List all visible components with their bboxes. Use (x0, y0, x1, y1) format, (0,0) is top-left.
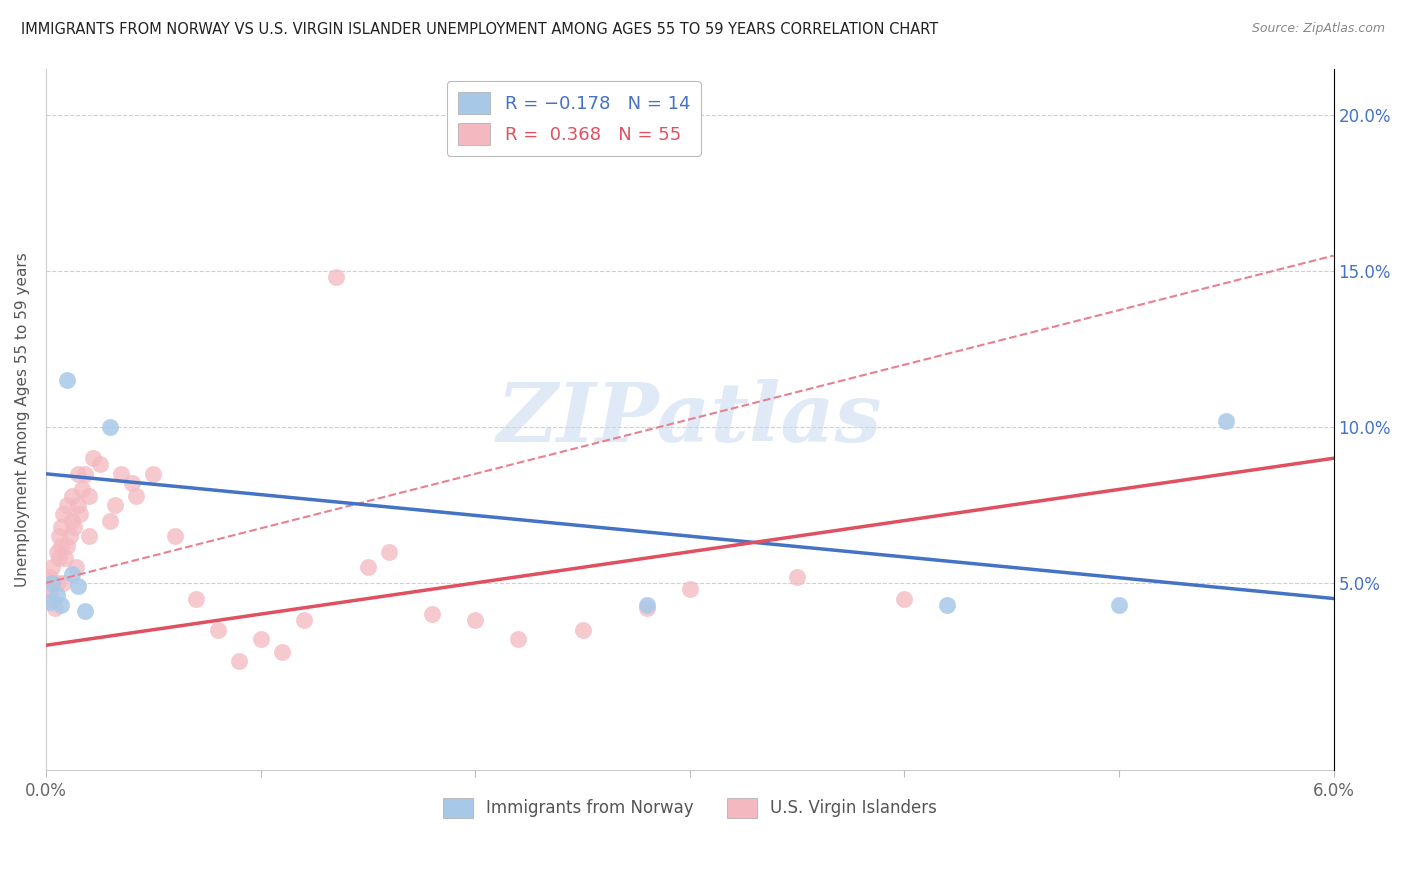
Point (77, 529, 100, 543)
Point (67, 579, 90, 593)
Point (45, 545, 67, 559)
Point (39, 594, 62, 608)
Point (98, 420, 121, 434)
Point (58, 529, 80, 543)
Point (121, 476, 143, 491)
Point (163, 529, 186, 543)
Point (1108, 598, 1130, 612)
Point (63, 520, 86, 534)
Point (39, 582, 62, 597)
Point (679, 582, 702, 597)
Point (60, 489, 83, 503)
Point (67, 467, 90, 481)
Point (48, 551, 70, 566)
Point (636, 598, 658, 612)
Point (56, 539, 79, 553)
Point (77, 489, 100, 503)
Point (1215, 414, 1237, 428)
Point (271, 644, 294, 658)
Point (636, 600, 658, 615)
Point (41, 576, 63, 591)
Point (357, 560, 380, 574)
Text: Source: ZipAtlas.com: Source: ZipAtlas.com (1251, 22, 1385, 36)
Point (53, 551, 76, 566)
Point (82, 451, 104, 466)
Point (45, 576, 67, 591)
Point (104, 498, 127, 512)
Point (44, 600, 66, 615)
Point (49, 539, 72, 553)
Point (49, 520, 72, 534)
Point (207, 623, 229, 637)
Point (508, 632, 530, 646)
Point (142, 467, 165, 481)
Point (69, 508, 91, 522)
Point (73, 467, 96, 481)
Point (228, 654, 250, 668)
Point (72, 483, 94, 497)
Point (571, 118, 593, 132)
Point (292, 613, 315, 627)
Point (786, 570, 808, 584)
Text: ZIPatlas: ZIPatlas (498, 379, 883, 459)
Point (110, 467, 132, 481)
Point (893, 591, 915, 606)
Point (39, 570, 62, 584)
Point (125, 489, 148, 503)
Point (420, 607, 443, 621)
Y-axis label: Unemployment Among Ages 55 to 59 years: Unemployment Among Ages 55 to 59 years (15, 252, 30, 587)
Point (60, 514, 83, 528)
Legend: Immigrants from Norway, U.S. Virgin Islanders: Immigrants from Norway, U.S. Virgin Isla… (436, 791, 943, 825)
Text: IMMIGRANTS FROM NORWAY VS U.S. VIRGIN ISLANDER UNEMPLOYMENT AMONG AGES 55 TO 59 : IMMIGRANTS FROM NORWAY VS U.S. VIRGIN IS… (21, 22, 938, 37)
Point (249, 632, 271, 646)
Point (89, 458, 111, 472)
Point (52, 576, 75, 591)
Point (186, 591, 208, 606)
Point (37, 576, 59, 591)
Point (60, 566, 83, 581)
Point (464, 613, 486, 627)
Point (73, 604, 96, 618)
Point (56, 373, 79, 387)
Point (52, 508, 75, 522)
Point (41, 591, 63, 606)
Point (48, 529, 70, 543)
Point (45, 588, 67, 602)
Point (571, 623, 593, 637)
Point (56, 498, 79, 512)
Point (67, 498, 90, 512)
Point (98, 514, 121, 528)
Point (378, 545, 401, 559)
Point (41, 560, 63, 574)
Point (325, 270, 347, 285)
Point (65, 560, 87, 574)
Point (49, 598, 72, 612)
Point (936, 598, 959, 612)
